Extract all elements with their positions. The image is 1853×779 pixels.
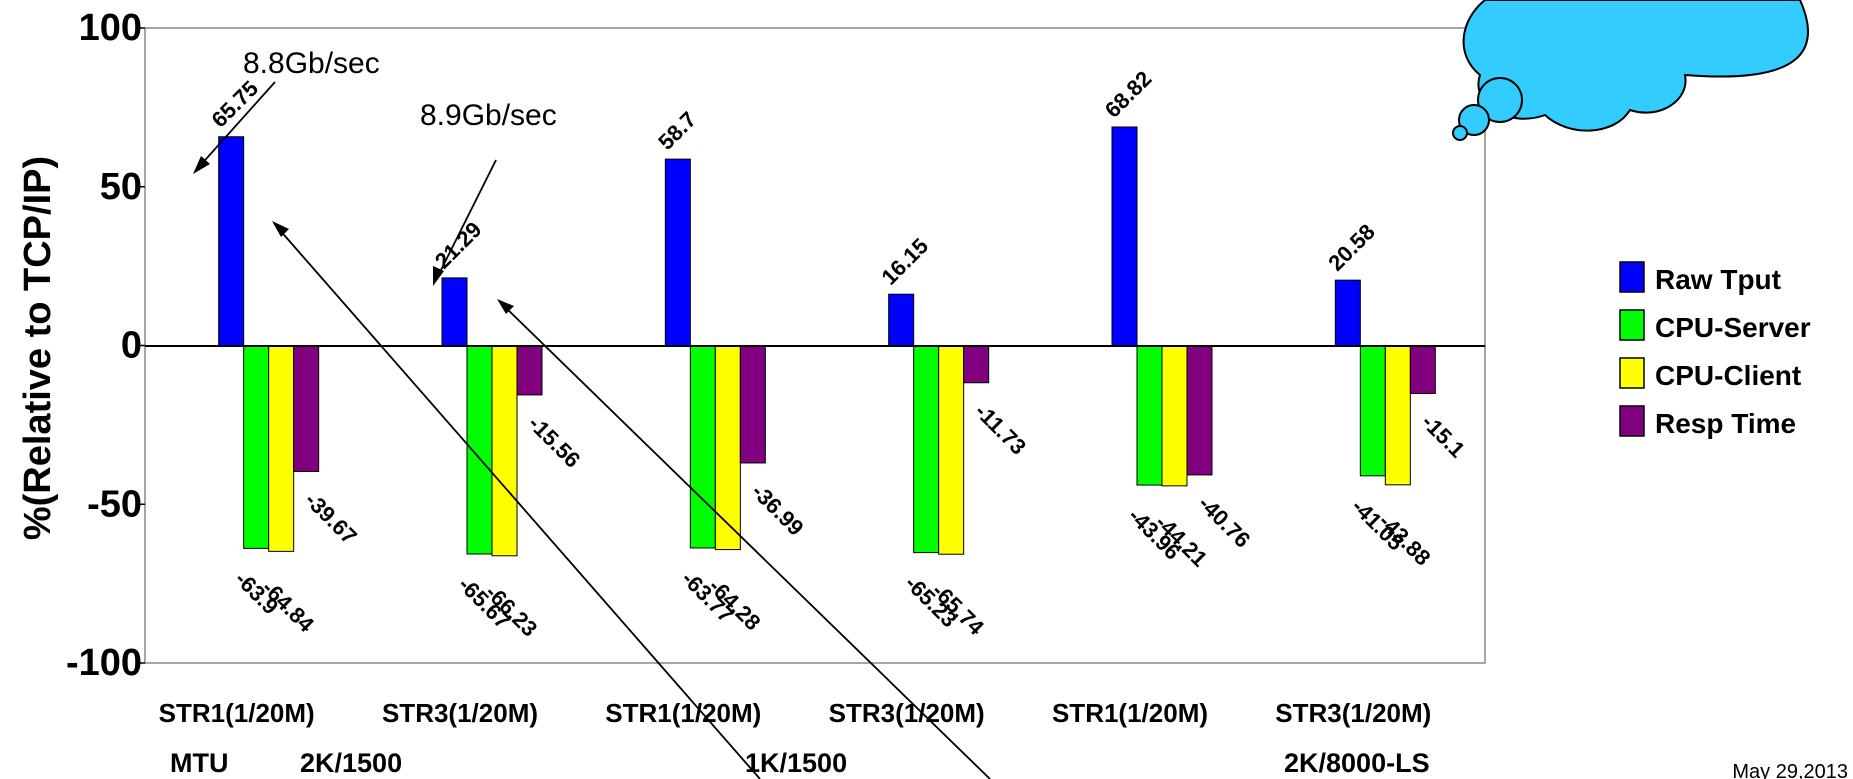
x-tick-label: STR1(1/20M) <box>159 698 315 728</box>
bar <box>293 345 320 472</box>
x-tick-label: STR1(1/20M) <box>1052 698 1208 728</box>
arrow-4 <box>502 304 991 779</box>
bar <box>218 136 245 346</box>
annotation-2: 8.9Gb/sec <box>420 99 557 132</box>
y-tick-label: 50 <box>100 166 142 208</box>
group-label-2: 1K/1500 <box>745 748 847 778</box>
x-axis-ticks: STR1(1/20M) STR3(1/20M) STR1(1/20M) STR3(1/… <box>159 698 1432 728</box>
cloud-bubble-small <box>1452 125 1468 141</box>
arrowheads <box>193 156 514 314</box>
group-label-1: 2K/1500 <box>300 748 402 778</box>
legend-swatch <box>1619 357 1645 389</box>
date-label: May 29,2013 <box>1732 761 1848 779</box>
legend-swatch <box>1619 261 1645 293</box>
arrow-1 <box>197 81 276 169</box>
group-label-3: 2K/8000-LS <box>1284 748 1430 778</box>
cloud-bubble-large <box>1477 77 1523 123</box>
legend: Raw Tput CPU-Server CPU-Client Resp Time <box>1619 261 1811 439</box>
y-tick-label: -100 <box>66 642 142 684</box>
group-prefix-label: MTU <box>170 748 228 778</box>
arrow-3 <box>277 227 761 779</box>
bar <box>963 345 990 384</box>
arrowhead-2 <box>433 266 444 286</box>
y-tick-label: -50 <box>87 483 142 525</box>
cloud-shape <box>1452 0 1809 141</box>
legend-label: CPU-Client <box>1655 360 1801 391</box>
bar <box>1161 345 1188 487</box>
annotation-1: 8.8Gb/sec <box>243 47 380 80</box>
bar <box>466 345 493 555</box>
bar <box>739 345 766 464</box>
y-tick-label: 100 <box>79 7 142 49</box>
annotation-arrows <box>197 81 991 779</box>
x-tick-label: STR3(1/20M) <box>382 698 538 728</box>
bar <box>243 345 270 549</box>
cloud-bubble-medium <box>1458 104 1490 136</box>
bar <box>664 158 691 346</box>
bar <box>516 345 543 396</box>
legend-label: Raw Tput <box>1655 264 1781 295</box>
bar <box>938 345 965 555</box>
arrow-2 <box>436 159 497 279</box>
x-tick-label: STR1(1/20M) <box>605 698 761 728</box>
legend-swatch <box>1619 309 1645 341</box>
bar <box>1334 279 1361 347</box>
arrowhead-4 <box>497 299 514 314</box>
bar <box>1186 345 1213 476</box>
arrowhead-3 <box>272 221 289 237</box>
y-axis-label: %(Relative to TCP/IP) <box>17 156 59 540</box>
bar <box>1384 345 1411 486</box>
bar <box>913 345 940 554</box>
bar <box>441 277 468 346</box>
legend-label: Resp Time <box>1655 408 1796 439</box>
bars <box>218 126 1436 557</box>
arrowhead-1 <box>193 156 210 174</box>
bar <box>888 293 915 347</box>
bar <box>714 345 741 551</box>
bar <box>689 345 716 549</box>
bar <box>1409 345 1436 394</box>
legend-label: CPU-Server <box>1655 312 1811 343</box>
bar <box>1359 345 1386 477</box>
bar <box>1136 345 1163 486</box>
cloud-body <box>1462 0 1809 132</box>
bar <box>1111 126 1138 346</box>
legend-swatch <box>1619 405 1645 437</box>
bar <box>268 345 295 552</box>
bar <box>491 345 518 557</box>
y-tick-label: 0 <box>121 325 142 367</box>
y-axis-ticks: 100 50 0 -50 -100 <box>66 7 145 684</box>
x-tick-label: STR3(1/20M) <box>829 698 985 728</box>
x-tick-label: STR3(1/20M) <box>1275 698 1431 728</box>
